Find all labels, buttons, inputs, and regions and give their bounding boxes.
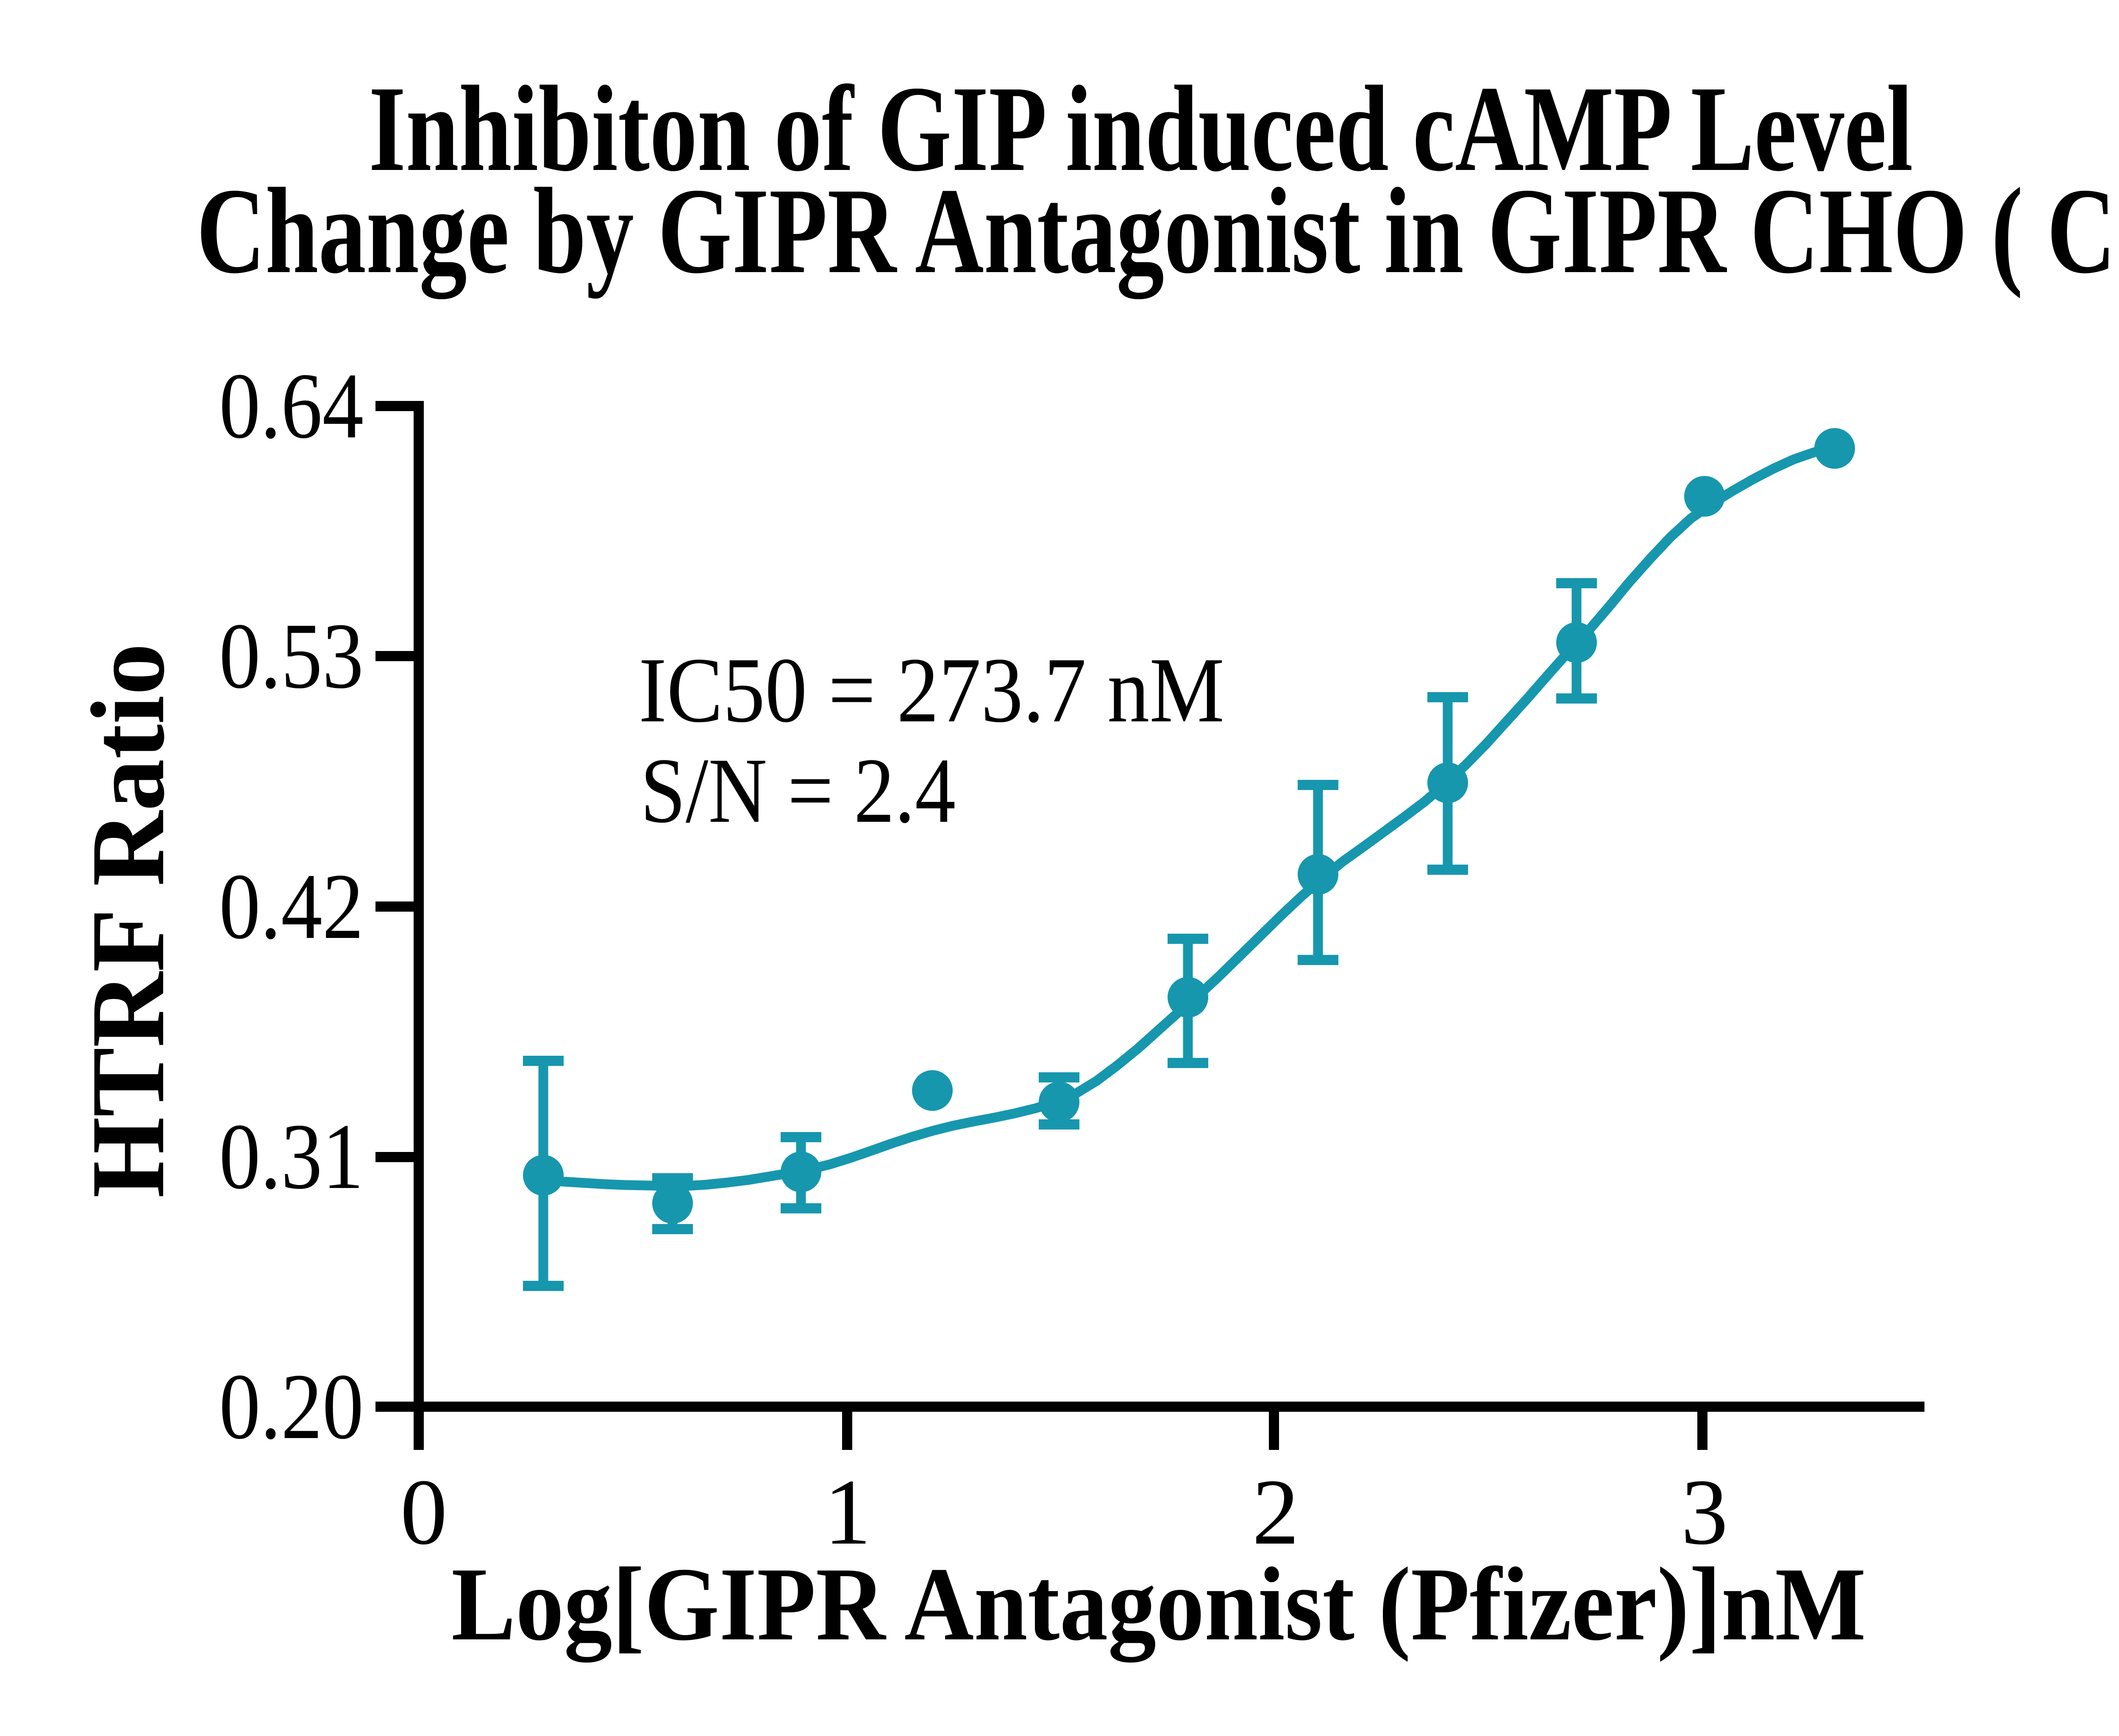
svg-text:Change by GIPR Antagonist in G: Change by GIPR Antagonist in GIPR CHO ( … [197,163,2119,301]
svg-text:0.20: 0.20 [219,1355,364,1459]
svg-text:1: 1 [824,1460,871,1564]
svg-text:0.64: 0.64 [219,354,364,458]
svg-text:HTRF Ratio: HTRF Ratio [70,643,186,1198]
svg-text:0.53: 0.53 [219,604,364,708]
svg-text:2: 2 [1252,1460,1299,1564]
svg-text:0: 0 [400,1460,448,1564]
svg-text:3: 3 [1681,1460,1728,1564]
svg-text:0.42: 0.42 [219,854,364,959]
svg-text:0.31: 0.31 [219,1104,364,1209]
svg-text:S/N = 2.4: S/N = 2.4 [640,739,956,842]
svg-text:Inhibiton of GIP induced cAMP: Inhibiton of GIP induced cAMP Level [369,61,1913,197]
svg-text:IC50 = 273.7 nM: IC50 = 273.7 nM [639,638,1224,742]
svg-text:Log[GIPR Antagonist (Pfizer)]n: Log[GIPR Antagonist (Pfizer)]nM [451,1546,1866,1663]
